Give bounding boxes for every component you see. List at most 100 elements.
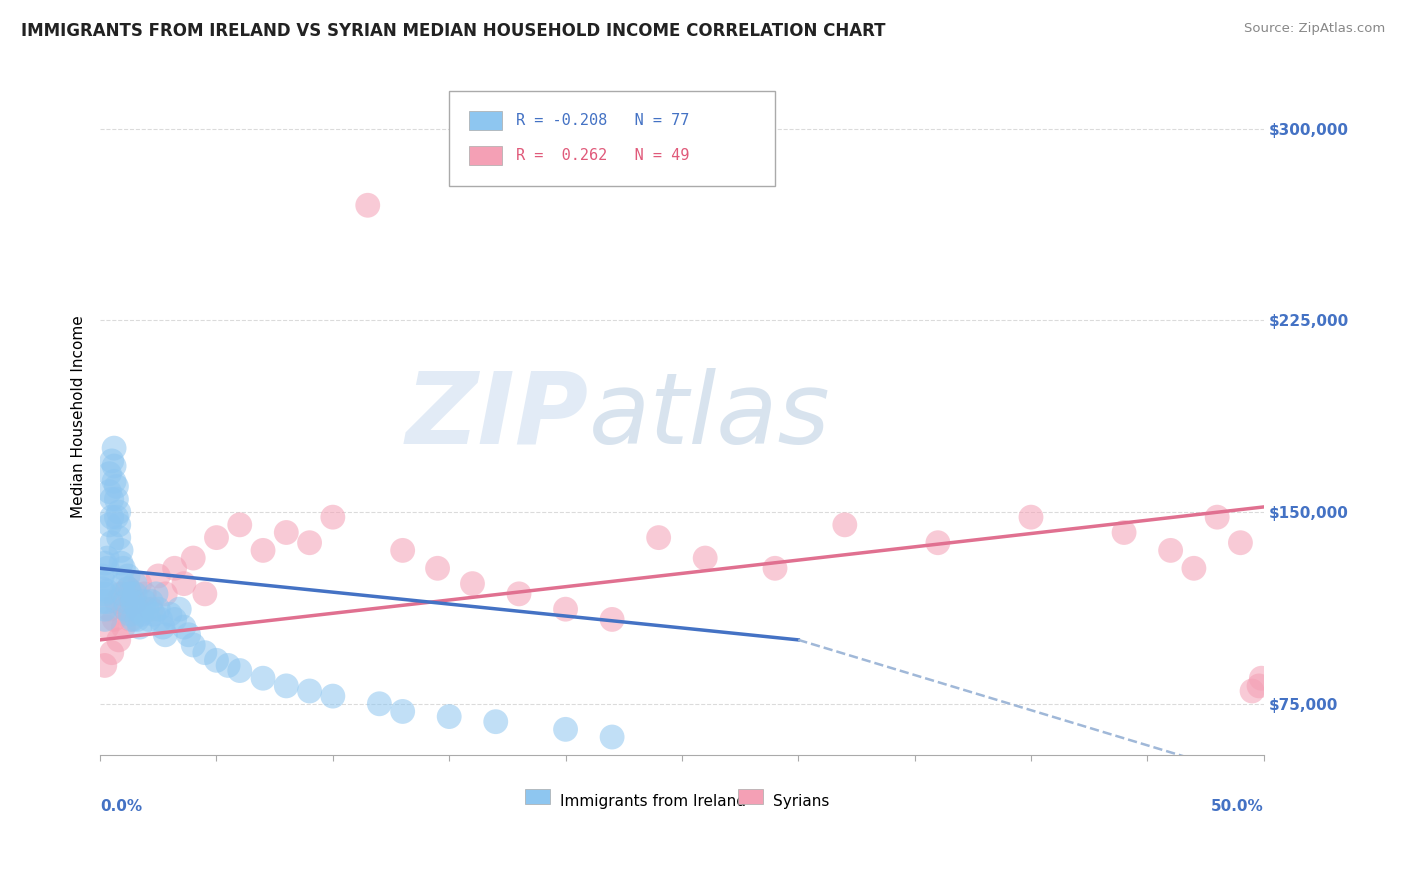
Bar bbox=[738, 789, 763, 804]
Point bbox=[141, 594, 163, 608]
Point bbox=[124, 576, 146, 591]
Point bbox=[112, 561, 135, 575]
Point bbox=[96, 594, 118, 608]
Point bbox=[94, 587, 117, 601]
Point bbox=[96, 561, 118, 575]
Point bbox=[145, 587, 167, 601]
Point bbox=[252, 543, 274, 558]
Point bbox=[91, 582, 114, 596]
Point bbox=[100, 510, 122, 524]
Text: Immigrants from Ireland: Immigrants from Ireland bbox=[560, 794, 745, 809]
Point bbox=[695, 551, 717, 566]
Point bbox=[91, 569, 114, 583]
Point bbox=[107, 531, 129, 545]
Text: Syrians: Syrians bbox=[773, 794, 830, 809]
Point bbox=[148, 569, 170, 583]
Point bbox=[217, 658, 239, 673]
Point bbox=[1160, 543, 1182, 558]
Point bbox=[120, 607, 142, 622]
Point bbox=[391, 705, 413, 719]
Point bbox=[508, 587, 530, 601]
Text: R =  0.262   N = 49: R = 0.262 N = 49 bbox=[516, 148, 689, 163]
Text: atlas: atlas bbox=[589, 368, 831, 465]
Point bbox=[554, 602, 576, 616]
Point bbox=[173, 576, 195, 591]
Point bbox=[98, 517, 121, 532]
Point bbox=[163, 612, 186, 626]
Point bbox=[1112, 525, 1135, 540]
Point bbox=[103, 441, 125, 455]
Point bbox=[461, 576, 484, 591]
Point bbox=[110, 556, 132, 570]
Point bbox=[276, 525, 298, 540]
Point bbox=[120, 612, 142, 626]
Point bbox=[117, 569, 139, 583]
Point bbox=[298, 684, 321, 698]
Point bbox=[100, 535, 122, 549]
Point bbox=[647, 531, 669, 545]
Point bbox=[205, 531, 228, 545]
Point bbox=[121, 594, 143, 608]
Point bbox=[834, 517, 856, 532]
Bar bbox=[470, 111, 502, 129]
Point bbox=[155, 587, 177, 601]
Point bbox=[128, 620, 150, 634]
Point bbox=[103, 458, 125, 473]
Point bbox=[112, 587, 135, 601]
Point bbox=[134, 587, 156, 601]
Point bbox=[107, 505, 129, 519]
Point bbox=[152, 620, 174, 634]
Point bbox=[141, 602, 163, 616]
Point bbox=[298, 535, 321, 549]
Point bbox=[127, 602, 149, 616]
Point bbox=[149, 612, 172, 626]
Point bbox=[110, 587, 132, 601]
Point bbox=[276, 679, 298, 693]
Text: 0.0%: 0.0% bbox=[100, 799, 142, 814]
Point bbox=[159, 607, 181, 622]
Point bbox=[98, 602, 121, 616]
Point bbox=[177, 628, 200, 642]
Point bbox=[600, 730, 623, 744]
Point bbox=[91, 594, 114, 608]
Point bbox=[368, 697, 391, 711]
Point bbox=[100, 646, 122, 660]
Bar bbox=[524, 789, 550, 804]
Point bbox=[128, 576, 150, 591]
Point bbox=[114, 594, 136, 608]
Point bbox=[105, 492, 128, 507]
Point bbox=[110, 543, 132, 558]
Point bbox=[229, 517, 252, 532]
Point bbox=[94, 602, 117, 616]
Point bbox=[437, 709, 460, 723]
Point bbox=[194, 646, 217, 660]
FancyBboxPatch shape bbox=[449, 91, 775, 186]
Point bbox=[100, 454, 122, 468]
Text: IMMIGRANTS FROM IRELAND VS SYRIAN MEDIAN HOUSEHOLD INCOME CORRELATION CHART: IMMIGRANTS FROM IRELAND VS SYRIAN MEDIAN… bbox=[21, 22, 886, 40]
Point bbox=[927, 535, 949, 549]
Point bbox=[112, 620, 135, 634]
Point bbox=[124, 587, 146, 601]
Point bbox=[1206, 510, 1229, 524]
Point bbox=[98, 484, 121, 499]
Point bbox=[117, 582, 139, 596]
Point bbox=[114, 602, 136, 616]
Point bbox=[105, 594, 128, 608]
Point bbox=[1241, 684, 1264, 698]
Point bbox=[105, 510, 128, 524]
Point bbox=[107, 517, 129, 532]
Point bbox=[554, 723, 576, 737]
Point bbox=[100, 492, 122, 507]
Point bbox=[322, 689, 344, 703]
Point bbox=[181, 638, 204, 652]
Point bbox=[98, 467, 121, 481]
Point bbox=[148, 602, 170, 616]
Text: ZIP: ZIP bbox=[406, 368, 589, 465]
Point bbox=[112, 576, 135, 591]
Point bbox=[229, 664, 252, 678]
Point bbox=[96, 620, 118, 634]
Point bbox=[205, 653, 228, 667]
Point bbox=[600, 612, 623, 626]
Point bbox=[94, 576, 117, 591]
Point bbox=[124, 594, 146, 608]
